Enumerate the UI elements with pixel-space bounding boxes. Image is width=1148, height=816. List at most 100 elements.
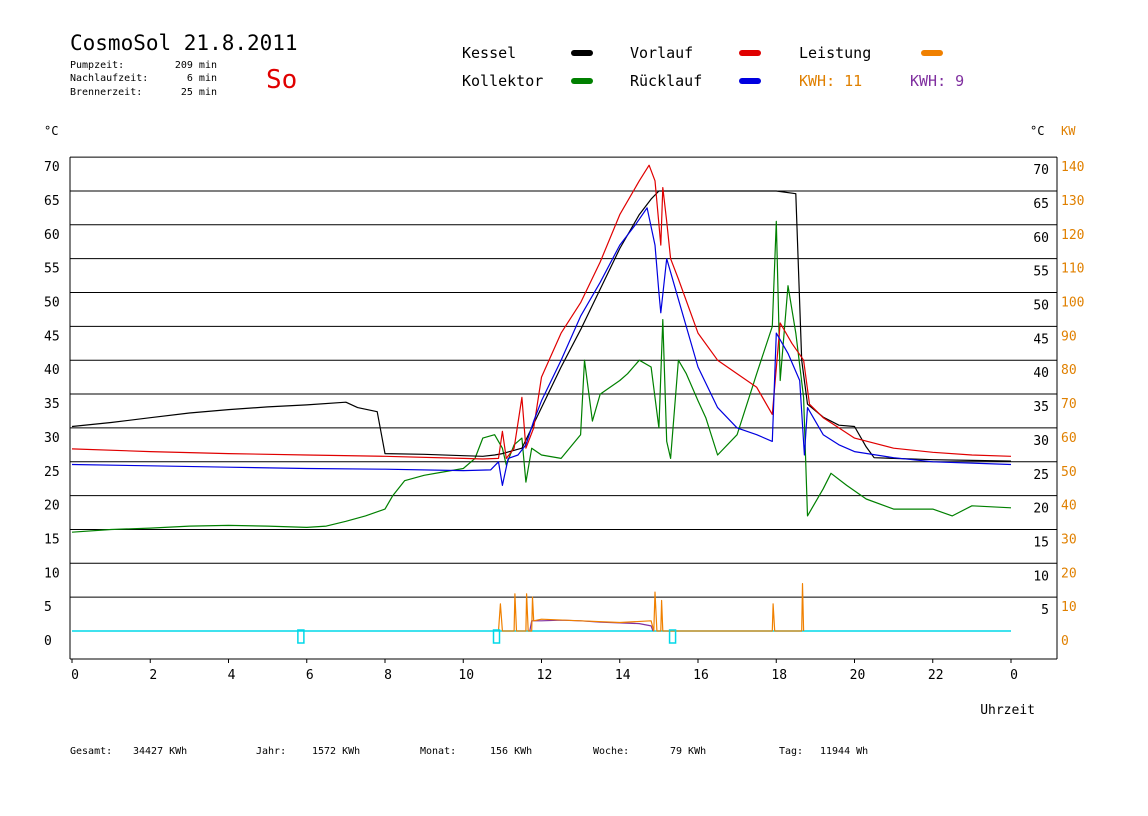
left-axis-unit: °C (44, 124, 58, 138)
y2c-tick-label-50: 50 (1033, 299, 1049, 314)
y-tick-label-60: 60 (44, 228, 60, 243)
x-tick-label-10: 20 (850, 668, 866, 683)
kw-tick-label-70: 70 (1061, 397, 1077, 412)
kw-tick-label-10: 10 (1061, 600, 1077, 615)
kw-tick-label-110: 110 (1061, 262, 1084, 277)
footer-value-monat: 156 KWh (490, 746, 532, 757)
y-tick-label-10: 10 (44, 566, 60, 581)
kw-tick-label-0: 0 (1061, 634, 1069, 649)
series-line-kessel (71, 190, 1012, 462)
footer-label-jahr: Jahr: (256, 746, 286, 757)
series-line-leistung (497, 583, 805, 632)
x-axis-label: Uhrzeit (980, 703, 1035, 718)
legend-label-kessel: Kessel (462, 44, 516, 62)
legend-label-leistung: Leistung (799, 44, 871, 62)
y-tick-label-30: 30 (44, 431, 60, 446)
y-tick-label-50: 50 (44, 296, 60, 311)
chart-title: CosmoSol 21.8.2011 (70, 31, 298, 55)
right-axis-unit-kw: KW (1061, 124, 1076, 138)
stat-value-nachlaufzeit: 6 min (187, 73, 217, 84)
x-tick-label-0: 0 (71, 668, 79, 683)
kw-tick-label-130: 130 (1061, 194, 1084, 209)
x-tick-label-12: 0 (1010, 668, 1018, 683)
series-line-kollektor (71, 220, 1012, 533)
marker-layer (297, 629, 677, 644)
y2c-tick-label-55: 55 (1033, 265, 1049, 280)
y2c-tick-label-5: 5 (1041, 603, 1049, 618)
y2c-tick-label-45: 45 (1033, 332, 1049, 347)
kw-tick-label-90: 90 (1061, 329, 1077, 344)
series-line-r-cklauf (71, 207, 1012, 486)
y-tick-label-70: 70 (44, 160, 60, 175)
series-line-vorlauf (71, 164, 1012, 460)
x-tick-label-8: 16 (693, 668, 709, 683)
footer-value-gesamt: 34427 KWh (133, 746, 187, 757)
footer-label-gesamt: Gesamt: (70, 746, 112, 757)
y-tick-label-35: 35 (44, 397, 60, 412)
x-tick-label-1: 2 (149, 668, 157, 683)
y-tick-label-20: 20 (44, 499, 60, 514)
kw-tick-label-30: 30 (1061, 532, 1077, 547)
kw-tick-label-80: 80 (1061, 363, 1077, 378)
y-tick-label-40: 40 (44, 363, 60, 378)
y2c-tick-label-20: 20 (1033, 502, 1049, 517)
kw-tick-label-60: 60 (1061, 431, 1077, 446)
kwh-label-purple: KWH: 9 (910, 72, 964, 90)
marker-1 (492, 629, 501, 644)
y2c-tick-label-60: 60 (1033, 231, 1049, 246)
marker-2 (668, 629, 677, 644)
y2c-tick-label-35: 35 (1033, 400, 1049, 415)
footer-value-jahr: 1572 KWh (312, 746, 360, 757)
kw-tick-label-50: 50 (1061, 465, 1077, 480)
footer-label-tag: Tag: (779, 746, 803, 757)
y2c-tick-label-25: 25 (1033, 468, 1049, 483)
kwh-label-orange: KWH: 11 (799, 72, 862, 90)
y2c-tick-label-65: 65 (1033, 197, 1049, 212)
y-tick-label-0: 0 (44, 634, 52, 649)
y-tick-label-15: 15 (44, 532, 60, 547)
legend-label-vorlauf: Vorlauf (630, 44, 693, 62)
kw-tick-label-120: 120 (1061, 228, 1084, 243)
x-tick-label-4: 8 (384, 668, 392, 683)
stat-label-pumpzeit: Pumpzeit: (70, 60, 124, 71)
legend-label-kollektor: Kollektor (462, 72, 543, 90)
right-axis-unit-c: °C (1030, 124, 1044, 138)
x-tick-label-2: 4 (228, 668, 236, 683)
stat-value-pumpzeit: 209 min (175, 60, 217, 71)
footer-value-tag: 11944 Wh (820, 746, 868, 757)
y-tick-label-45: 45 (44, 329, 60, 344)
y-tick-label-65: 65 (44, 194, 60, 209)
kw-tick-label-20: 20 (1061, 566, 1077, 581)
series-layer (71, 164, 1012, 632)
y-tick-label-55: 55 (44, 262, 60, 277)
legend-label-ruecklauf: Rücklauf (630, 72, 702, 90)
x-tick-label-7: 14 (615, 668, 631, 683)
x-tick-label-9: 18 (771, 668, 787, 683)
stat-value-brennerzeit: 25 min (181, 87, 217, 98)
day-label: So (266, 65, 297, 95)
x-tick-label-6: 12 (537, 668, 553, 683)
y-tick-label-5: 5 (44, 600, 52, 615)
tick-layer: 0510152025303540455055606570510152025303… (44, 160, 1084, 683)
grid-layer (69, 156, 1058, 660)
x-tick-label-3: 6 (306, 668, 314, 683)
kw-tick-label-40: 40 (1061, 499, 1077, 514)
y2c-tick-label-30: 30 (1033, 434, 1049, 449)
footer-label-woche: Woche: (593, 746, 629, 757)
y-tick-label-25: 25 (44, 465, 60, 480)
footer-value-woche: 79 KWh (670, 746, 706, 757)
x-tick-label-11: 22 (928, 668, 944, 683)
stat-label-nachlaufzeit: Nachlaufzeit: (70, 73, 148, 84)
x-tick-label-5: 10 (458, 668, 474, 683)
kw-tick-label-100: 100 (1061, 296, 1084, 311)
kw-tick-label-140: 140 (1061, 160, 1084, 175)
marker-0 (297, 629, 305, 644)
y2c-tick-label-15: 15 (1033, 535, 1049, 550)
y2c-tick-label-10: 10 (1033, 569, 1049, 584)
footer-label-monat: Monat: (420, 746, 456, 757)
y2c-tick-label-40: 40 (1033, 366, 1049, 381)
stat-label-brennerzeit: Brennerzeit: (70, 87, 142, 98)
y2c-tick-label-70: 70 (1033, 163, 1049, 178)
